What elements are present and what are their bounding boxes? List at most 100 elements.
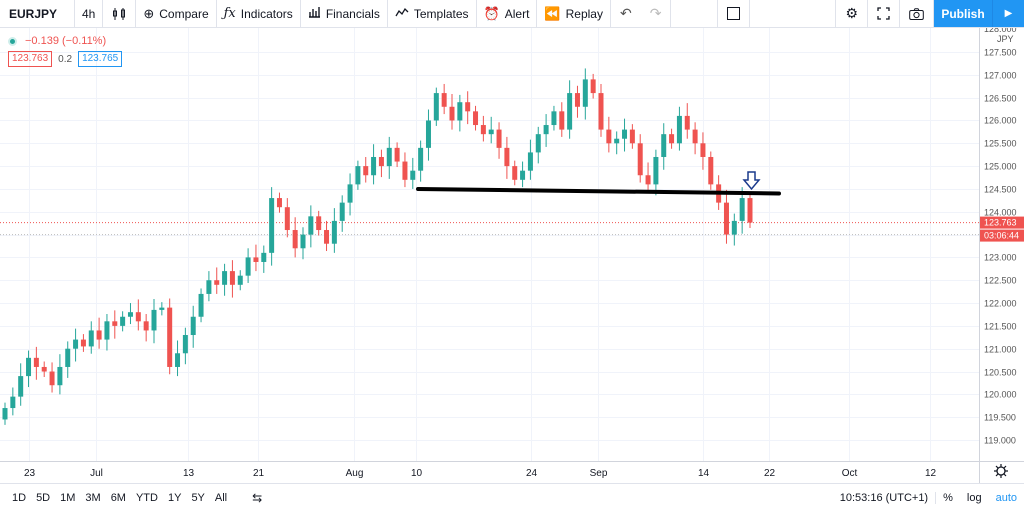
candle-body: [574, 93, 580, 107]
candle-body: [692, 129, 698, 144]
range-5d[interactable]: 5D: [36, 492, 51, 504]
candle-body: [386, 147, 392, 167]
candle-body: [300, 234, 306, 249]
y-tick-label: 125.500: [984, 139, 1017, 149]
range-all[interactable]: All: [214, 492, 228, 504]
candle-body: [88, 330, 94, 347]
expand-icon[interactable]: [868, 0, 900, 27]
y-tick-label: 120.500: [984, 368, 1017, 378]
x-tick-label: 13: [183, 468, 195, 479]
last-price-badge: 123.763 03:06:44: [980, 216, 1024, 242]
compare-button[interactable]: ⊕ Compare: [136, 0, 217, 27]
symbol-search[interactable]: EURJPY: [0, 0, 75, 27]
candle-body: [488, 129, 494, 135]
price-chart[interactable]: 119.000 119.500 120.000 120.500 121.000 121.5…: [0, 0, 1024, 483]
candle-body: [653, 156, 659, 185]
camera-icon[interactable]: [900, 0, 934, 27]
y-tick-label: 120.000: [984, 390, 1017, 400]
candle-body: [637, 143, 643, 176]
candle-body: [708, 156, 714, 185]
price-axis[interactable]: 119.000 119.500 120.000 120.500 121.000 121.5…: [984, 48, 1017, 446]
log-scale-toggle[interactable]: log: [966, 492, 982, 504]
undo-icon[interactable]: ↶: [619, 5, 632, 21]
date-range-icon[interactable]: ⇆: [252, 491, 263, 505]
candle-body: [331, 220, 337, 244]
candle-body: [441, 93, 447, 107]
market-status-dot[interactable]: [8, 36, 17, 46]
candle-body: [112, 321, 118, 326]
candle-body: [206, 280, 212, 294]
candle-body: [504, 147, 510, 167]
candle-body: [645, 175, 651, 185]
candle-body: [684, 115, 690, 130]
alarm-clock-icon: ⏰: [483, 5, 500, 21]
candle-body: [229, 271, 235, 285]
range-1m[interactable]: 1M: [60, 492, 76, 504]
candle-body: [316, 216, 322, 231]
candle-body: [18, 376, 24, 397]
range-1y[interactable]: 1Y: [167, 492, 182, 504]
templates-icon: [395, 6, 409, 21]
candle-body: [135, 312, 141, 322]
candle-body: [143, 321, 149, 331]
candle-style-icon[interactable]: [103, 0, 137, 27]
publish-dropdown-icon[interactable]: ▶: [992, 0, 1024, 27]
range-5y[interactable]: 5Y: [191, 492, 205, 504]
financials-button[interactable]: Financials: [301, 0, 388, 27]
y-tick-label: 123.000: [984, 253, 1017, 263]
publish-button[interactable]: Publish: [934, 0, 992, 27]
candle-body: [465, 102, 471, 112]
bid-price[interactable]: 123.763: [8, 51, 53, 67]
candle-body: [222, 271, 228, 285]
plus-circle-icon: ⊕: [143, 5, 155, 21]
countdown-label: 03:06:44: [984, 231, 1019, 241]
x-tick-label: 23: [24, 468, 36, 479]
neckline-trendline[interactable]: [416, 186, 781, 196]
y-tick-label: 121.500: [984, 322, 1017, 332]
redo-icon[interactable]: ↷: [641, 0, 672, 27]
candle-body: [355, 166, 361, 185]
clock[interactable]: 10:53:16 (UTC+1): [833, 492, 937, 504]
candle-body: [535, 134, 541, 153]
candle-body: [410, 170, 416, 180]
y-tick-label: 122.500: [984, 276, 1017, 286]
range-ytd[interactable]: YTD: [135, 492, 158, 504]
candle-body: [551, 111, 557, 126]
x-tick-label: 10: [411, 468, 423, 479]
candle-body: [175, 353, 181, 367]
ask-price[interactable]: 123.765: [78, 51, 123, 67]
fullscreen-square-icon[interactable]: [717, 0, 751, 27]
candle-body: [57, 366, 63, 386]
candle-body: [614, 138, 620, 144]
candle-body: [676, 115, 682, 144]
candle-body: [33, 357, 39, 367]
candle-body: [527, 152, 533, 171]
range-buttons: 1D 5D 1M 3M 6M YTD 1Y 5Y All: [0, 492, 232, 504]
settings-gear-icon[interactable]: ⚙: [835, 0, 868, 27]
percent-scale-toggle[interactable]: %: [943, 492, 953, 504]
range-1d[interactable]: 1D: [12, 492, 27, 504]
time-axis[interactable]: 23 Jul 13 21 Aug 10 24 Sep 14 22 Oct 12: [24, 468, 937, 479]
candle-body: [308, 216, 314, 235]
candle-body: [590, 79, 596, 94]
candle-body: [363, 166, 369, 176]
y-tick-label: 124.000: [984, 208, 1017, 218]
replay-button[interactable]: ⏪ Replay: [537, 0, 611, 27]
x-tick-label: 24: [526, 468, 538, 479]
candle-body: [731, 220, 737, 235]
down-arrow-annotation[interactable]: [742, 171, 761, 191]
candle-body: [394, 147, 400, 162]
alert-button[interactable]: ⏰ Alert: [477, 0, 538, 27]
candle-body: [606, 129, 612, 144]
candle-body: [480, 125, 486, 135]
range-6m[interactable]: 6M: [110, 492, 126, 504]
time-axis-settings-icon[interactable]: [994, 464, 1008, 478]
candle-body: [261, 252, 267, 262]
candle-body: [622, 129, 628, 139]
candle-body: [2, 408, 8, 420]
range-3m[interactable]: 3M: [85, 492, 101, 504]
interval-selector[interactable]: 4h: [75, 0, 104, 27]
auto-scale-toggle[interactable]: auto: [995, 492, 1017, 504]
indicators-button[interactable]: ƒx Indicators: [217, 0, 301, 27]
templates-button[interactable]: Templates: [388, 0, 477, 27]
